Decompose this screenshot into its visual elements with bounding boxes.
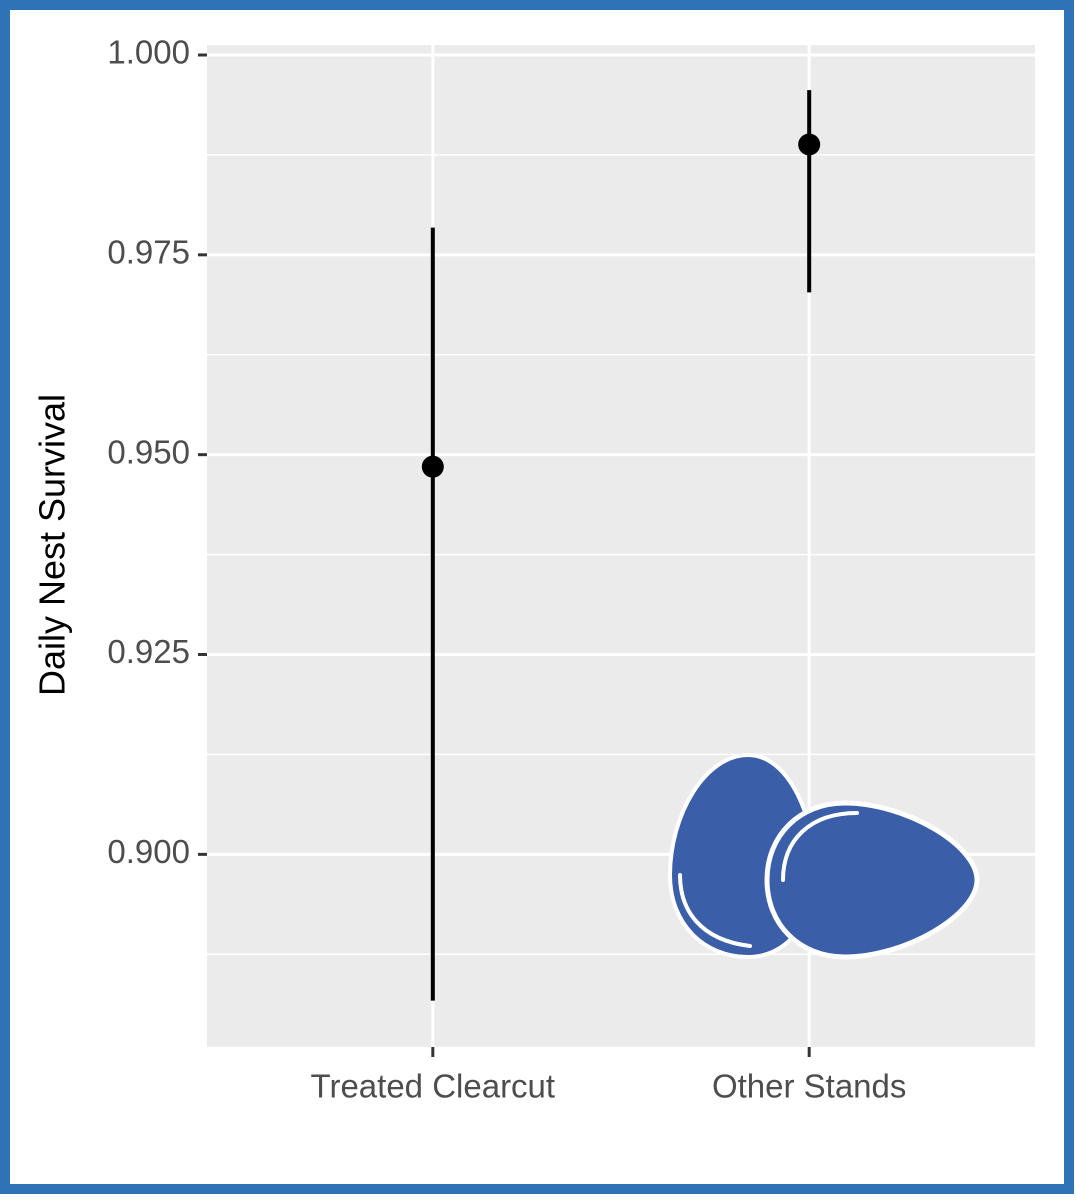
y-tick-label: 0.975 (107, 234, 190, 271)
y-tick-label: 0.925 (107, 633, 190, 670)
x-tick-label: Treated Clearcut (311, 1068, 556, 1105)
y-tick-label: 1.000 (107, 34, 190, 71)
y-axis-title: Daily Nest Survival (32, 394, 73, 696)
y-tick-label: 0.900 (107, 833, 190, 870)
x-tick-label: Other Stands (712, 1068, 906, 1105)
point (798, 134, 820, 156)
y-tick-label: 0.950 (107, 433, 190, 470)
chart: Daily Nest Survival 0.900 0.925 0.950 0.975… (0, 0, 1076, 1196)
page: {"chart_data": {"type": "errorbar", "y_l… (0, 0, 1076, 1196)
point (422, 456, 444, 478)
